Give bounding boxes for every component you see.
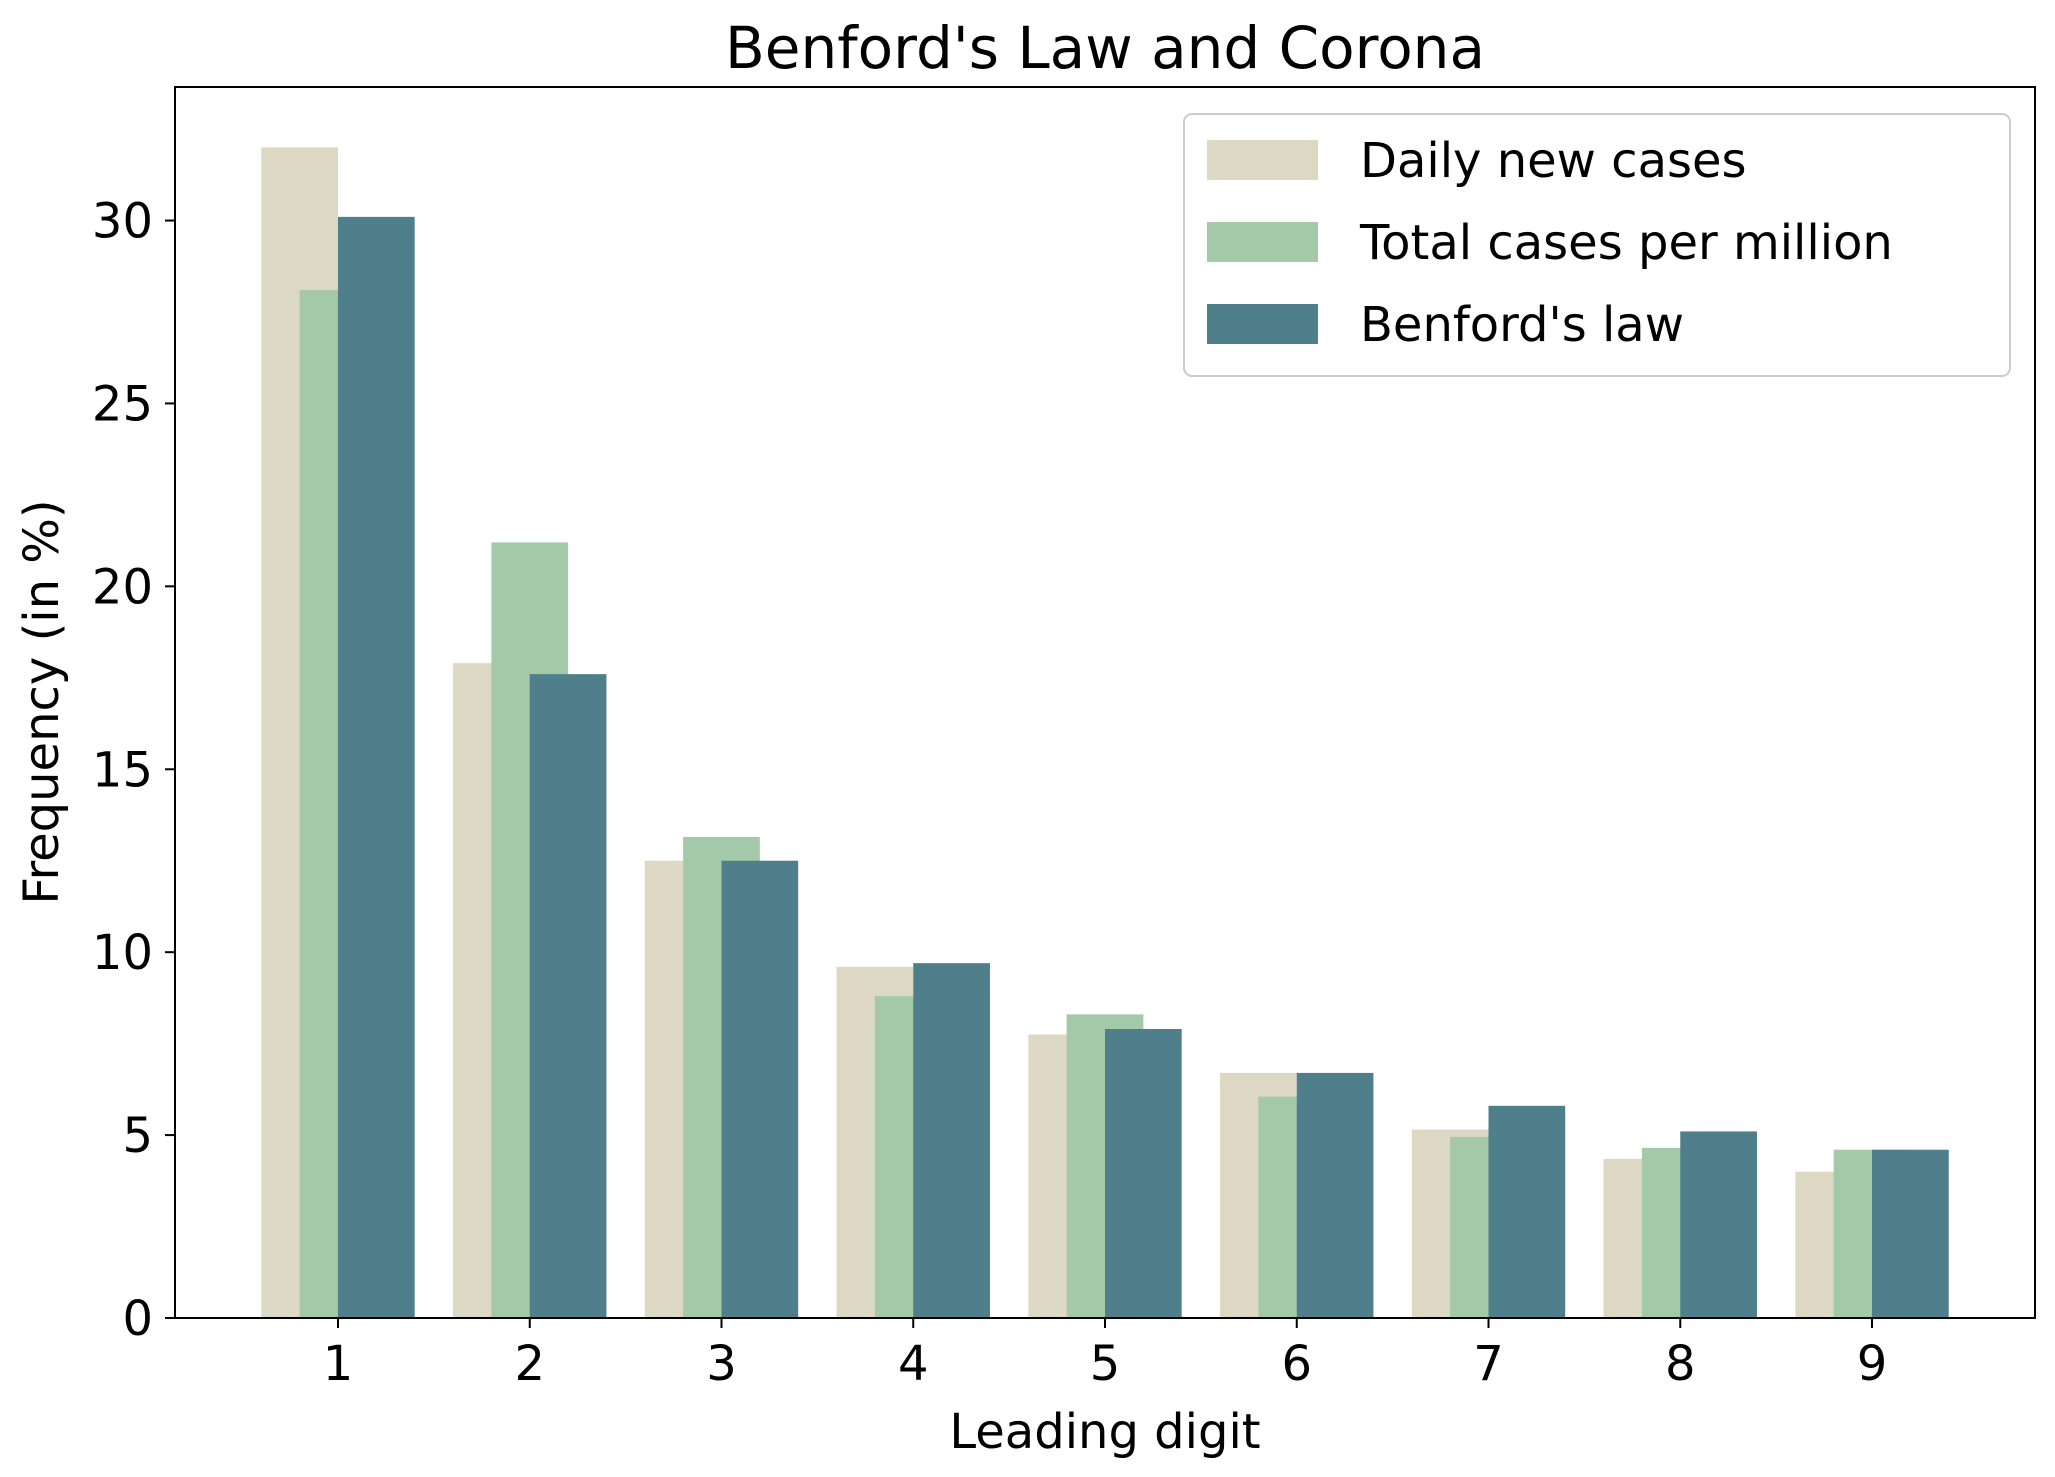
x-tick-label: 3 (706, 1336, 737, 1392)
y-axis-label: Frequency (in %) (14, 499, 70, 904)
bar-3-4 (913, 963, 990, 1318)
legend: Daily new cases Total cases per million Be… (1183, 113, 2011, 377)
bar-3-9 (1872, 1149, 1949, 1318)
x-tick-label: 8 (1665, 1336, 1696, 1392)
bar-3-5 (1105, 1029, 1182, 1318)
x-axis-label: Leading digit (949, 1404, 1260, 1460)
bar-3-1 (337, 216, 415, 1318)
bar-3-3 (721, 860, 799, 1318)
legend-label: Benford's law (1360, 297, 1684, 353)
legend-label: Total cases per million (1359, 215, 1893, 271)
bar-3-6 (1296, 1072, 1374, 1318)
x-tick-label: 9 (1857, 1336, 1888, 1392)
y-tick-label: 0 (122, 1291, 153, 1347)
y-tick-label: 5 (122, 1108, 153, 1164)
x-axis: 1 2 3 4 5 6 7 8 9 (323, 1318, 1888, 1392)
y-axis: 0 5 10 15 20 25 30 (92, 194, 175, 1347)
x-tick-label: 5 (1090, 1336, 1121, 1392)
legend-swatch (1207, 140, 1318, 180)
x-tick-label: 7 (1473, 1336, 1504, 1392)
chart-title: Benford's Law and Corona (725, 14, 1485, 82)
legend-label: Daily new cases (1360, 133, 1747, 189)
x-tick-label: 4 (898, 1336, 929, 1392)
bars-layer (261, 147, 1949, 1319)
y-tick-label: 25 (92, 376, 153, 432)
x-tick-label: 2 (514, 1336, 545, 1392)
y-tick-label: 20 (92, 559, 153, 615)
y-tick-label: 15 (92, 742, 153, 798)
legend-frame (1183, 113, 2011, 377)
legend-swatch (1207, 222, 1318, 262)
y-tick-label: 10 (92, 925, 153, 981)
bar-3-8 (1680, 1131, 1757, 1318)
x-tick-label: 6 (1281, 1336, 1312, 1392)
x-tick-label: 1 (323, 1336, 354, 1392)
bar-3-2 (529, 674, 607, 1318)
y-tick-label: 30 (92, 194, 153, 250)
legend-swatch (1207, 304, 1318, 344)
bar-3-7 (1488, 1105, 1566, 1318)
